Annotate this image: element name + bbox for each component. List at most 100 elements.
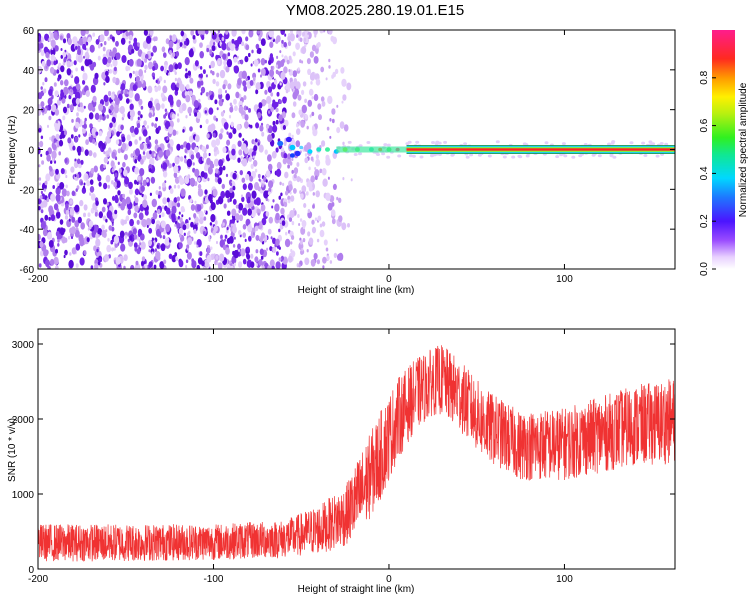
spectrogram-cell [279, 50, 282, 54]
spectrogram-cell [293, 188, 297, 194]
spectrogram-cell [238, 149, 243, 156]
spectrogram-cell [178, 259, 184, 268]
spectrogram-cell [225, 173, 229, 178]
spectrogram-cell [71, 236, 73, 240]
spectrogram-cell [215, 81, 220, 87]
spectrogram-cell [250, 200, 254, 207]
spectrogram-cell [50, 214, 56, 222]
spectrogram-cell [176, 143, 181, 151]
spectrogram-cell [272, 199, 275, 203]
spectrogram-cell [109, 216, 112, 221]
spectrogram-cell [154, 139, 159, 145]
spectrogram-cell [132, 84, 138, 92]
spectrogram-cell [487, 154, 492, 158]
spectrogram-cell [244, 114, 249, 121]
spectrogram-cell [270, 236, 273, 240]
spectrogram-cell [318, 114, 322, 121]
spectrogram-cell [214, 177, 219, 183]
spectrogram-cell [199, 42, 203, 48]
spectrogram-cell [227, 52, 231, 57]
spectrogram-cell [50, 39, 56, 48]
spectrogram-cell [329, 135, 332, 139]
spectrogram-cell [46, 154, 51, 162]
spectrogram-cell [71, 118, 74, 123]
spectrogram-cell [155, 224, 160, 231]
spectrogram-cell [122, 113, 126, 118]
spectrogram-cell [82, 72, 88, 81]
spectrogram-cell [229, 219, 233, 224]
spectrogram-cell [51, 150, 57, 159]
spectrogram-cell [129, 218, 135, 227]
spectrogram-cell [111, 36, 115, 41]
spectrogram-cell [311, 44, 317, 52]
spectrogram-cell [226, 264, 232, 269]
spectrogram-cell [262, 265, 265, 269]
spectrogram-cell [63, 86, 69, 96]
spectrogram-cell [74, 158, 77, 162]
spectrogram-cell [118, 203, 121, 207]
spectrogram-cell [48, 240, 54, 248]
spectrogram-cell [347, 140, 352, 144]
spectrogram-cell [123, 265, 126, 269]
spectrogram-cell [203, 209, 206, 214]
spectrogram-cell [138, 69, 144, 77]
spectrogram-cell [342, 94, 347, 101]
spectrogram-cell [94, 112, 100, 120]
spectrogram-cell [179, 156, 184, 162]
spectrogram-cell [397, 154, 402, 158]
spectrogram-cell [244, 238, 247, 242]
spectrogram-cell [415, 140, 420, 144]
spectrogram-cell [291, 112, 296, 119]
colorbar-label: Normalized spectral amplitude [738, 82, 749, 217]
spectrogram-cell [141, 256, 146, 262]
spectrogram-cell [165, 149, 171, 157]
spectrogram-cell [199, 66, 203, 70]
spectrogram-cell [218, 93, 223, 100]
spectrogram-cell [187, 237, 193, 246]
spectrogram-cell [60, 168, 65, 175]
spectrogram-cell [64, 249, 68, 256]
spectrogram-cell [82, 185, 86, 190]
spectrogram-cell [233, 262, 236, 267]
signal-blob [294, 150, 301, 157]
spectrogram-cell [307, 209, 311, 213]
spectrogram-cell [98, 181, 102, 187]
spectrogram-cell [194, 181, 198, 187]
spectrogram-cell [162, 197, 167, 205]
spectrogram-cell [264, 89, 268, 95]
spectrogram-cell [53, 122, 57, 128]
spectrogram-cell [78, 134, 81, 138]
spectrogram-cell [311, 219, 315, 225]
spectrogram-cell [49, 258, 55, 266]
spectrogram-cell [75, 121, 80, 129]
spectrogram-cell [319, 229, 325, 238]
spectrogram-cell [283, 41, 288, 48]
spectrogram-cell [250, 124, 253, 129]
spectrogram-cell [55, 230, 60, 237]
spectrogram-cell [103, 150, 106, 155]
spectrogram-cell [302, 238, 306, 243]
spectrogram-cell [152, 45, 157, 53]
spectrogram-cell [69, 252, 72, 256]
spectrogram-cell [83, 250, 87, 256]
spectrogram-cell [174, 252, 178, 257]
spectrogram-cell [125, 215, 130, 221]
spectrogram-cell [129, 109, 135, 118]
spectrogram-cell [111, 180, 114, 185]
spectrogram-cell [50, 160, 53, 165]
spectrogram-cell [58, 139, 64, 147]
spectrogram-cell [95, 233, 99, 239]
spectrogram-cell [221, 37, 225, 41]
spectrogram-cell [241, 196, 245, 202]
signal-blob [277, 140, 284, 147]
spectrogram-cell [206, 247, 211, 254]
spectrogram-cell [173, 165, 179, 174]
spectrogram-cell [86, 180, 91, 187]
spectrogram-cell [144, 69, 147, 73]
spectrogram-cell [437, 141, 442, 145]
spectrogram-cell [276, 168, 282, 177]
spectrogram-cell [232, 44, 236, 49]
spectrogram-cell [166, 197, 170, 203]
spectrogram-cell [118, 168, 122, 174]
spectrogram-cell [165, 38, 170, 45]
